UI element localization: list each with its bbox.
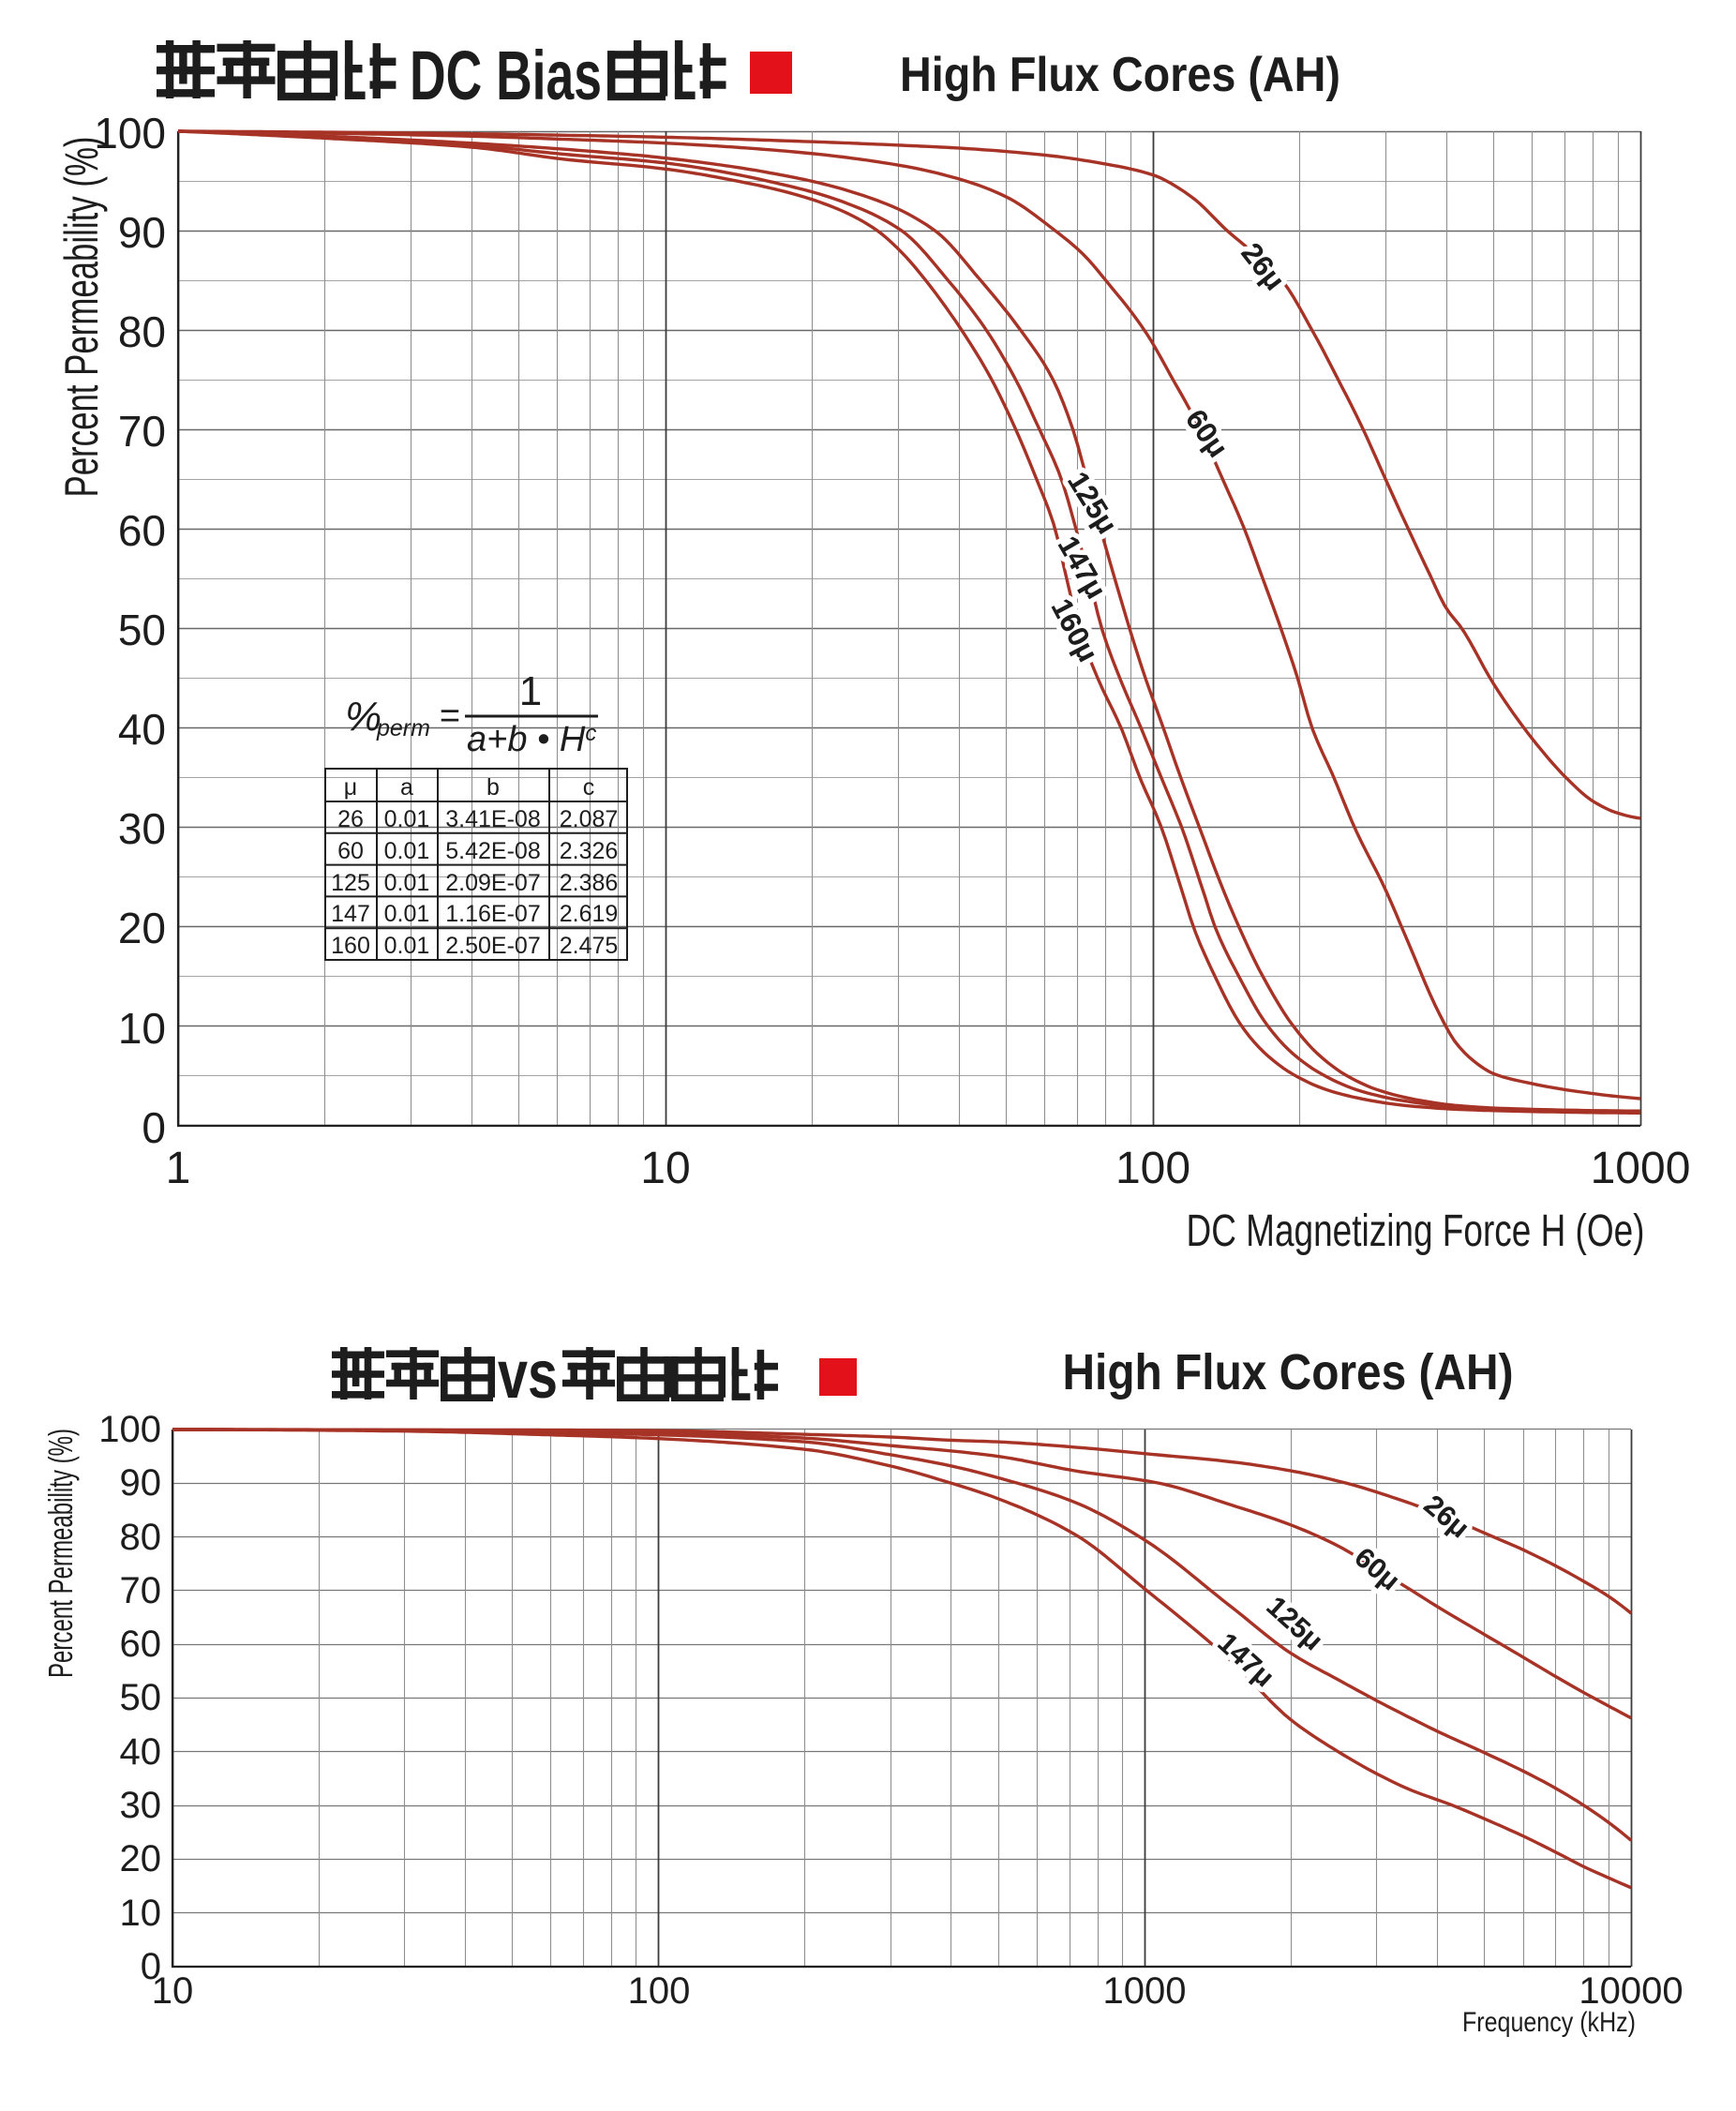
svg-text:40: 40 bbox=[120, 1731, 162, 1773]
svg-text:100: 100 bbox=[1115, 1144, 1190, 1193]
svg-text:b: b bbox=[486, 774, 500, 801]
svg-text:10: 10 bbox=[120, 1893, 162, 1934]
svg-text:a: a bbox=[400, 774, 413, 801]
svg-text:30: 30 bbox=[118, 804, 166, 853]
svg-text:vs: vs bbox=[498, 1338, 558, 1413]
svg-text:60: 60 bbox=[337, 838, 364, 864]
svg-text:20: 20 bbox=[120, 1838, 162, 1879]
svg-text:1: 1 bbox=[166, 1144, 191, 1193]
svg-text:10000: 10000 bbox=[1579, 1970, 1683, 2012]
svg-text:160: 160 bbox=[331, 933, 370, 959]
svg-text:2.475: 2.475 bbox=[560, 933, 619, 959]
svg-text:2.50E-07: 2.50E-07 bbox=[445, 933, 540, 959]
svg-text:2.619: 2.619 bbox=[560, 901, 619, 927]
svg-text:perm: perm bbox=[376, 715, 430, 741]
svg-text:Frequency (kHz): Frequency (kHz) bbox=[1462, 2007, 1636, 2038]
svg-text:DC Bias: DC Bias bbox=[410, 37, 602, 114]
svg-text:20: 20 bbox=[118, 904, 166, 952]
svg-text:1.16E-07: 1.16E-07 bbox=[445, 901, 540, 927]
svg-text:μ: μ bbox=[344, 774, 357, 801]
svg-text:60: 60 bbox=[118, 506, 166, 555]
svg-text:5.42E-08: 5.42E-08 bbox=[445, 838, 540, 864]
svg-text:125: 125 bbox=[331, 870, 370, 896]
svg-text:0.01: 0.01 bbox=[384, 838, 430, 864]
svg-text:10: 10 bbox=[152, 1970, 194, 2012]
svg-text:0.01: 0.01 bbox=[384, 806, 430, 832]
svg-text:90: 90 bbox=[118, 208, 166, 257]
svg-text:2.09E-07: 2.09E-07 bbox=[445, 870, 540, 896]
svg-text:High Flux Cores (AH): High Flux Cores (AH) bbox=[900, 48, 1340, 102]
svg-text:0.01: 0.01 bbox=[384, 933, 430, 959]
svg-text:0: 0 bbox=[142, 1103, 166, 1152]
svg-text:2.087: 2.087 bbox=[560, 806, 619, 832]
svg-text:c: c bbox=[583, 774, 595, 801]
svg-text:70: 70 bbox=[118, 407, 166, 456]
svg-text:2.386: 2.386 bbox=[560, 870, 619, 896]
svg-text:0.01: 0.01 bbox=[384, 901, 430, 927]
svg-text:1: 1 bbox=[519, 668, 542, 714]
svg-text:90: 90 bbox=[120, 1462, 162, 1504]
svg-text:40: 40 bbox=[118, 705, 166, 754]
svg-text:50: 50 bbox=[118, 606, 166, 654]
svg-text:DC Magnetizing Force H (Oe): DC Magnetizing Force H (Oe) bbox=[1187, 1206, 1645, 1256]
svg-text:100: 100 bbox=[98, 1409, 161, 1450]
svg-text:70: 70 bbox=[120, 1570, 162, 1611]
svg-text:a+b • Hc: a+b • Hc bbox=[467, 720, 596, 759]
svg-text:0.01: 0.01 bbox=[384, 870, 430, 896]
svg-text:30: 30 bbox=[120, 1785, 162, 1826]
svg-text:3.41E-08: 3.41E-08 bbox=[445, 806, 540, 832]
svg-text:2.326: 2.326 bbox=[560, 838, 619, 864]
svg-text:80: 80 bbox=[118, 307, 166, 356]
svg-text:60: 60 bbox=[120, 1624, 162, 1665]
svg-text:100: 100 bbox=[94, 109, 166, 157]
svg-text:1000: 1000 bbox=[1591, 1144, 1691, 1193]
svg-text:Percent Permeability (%): Percent Permeability (%) bbox=[41, 1429, 80, 1678]
svg-text:0: 0 bbox=[141, 1946, 161, 1987]
svg-text:50: 50 bbox=[120, 1677, 162, 1718]
svg-text:10: 10 bbox=[640, 1144, 690, 1193]
svg-text:147: 147 bbox=[331, 901, 370, 927]
svg-text:1000: 1000 bbox=[1103, 1970, 1187, 2012]
svg-text:26: 26 bbox=[337, 806, 364, 832]
svg-text:10: 10 bbox=[118, 1004, 166, 1053]
svg-text:Percent Permeability (%): Percent Permeability (%) bbox=[55, 137, 108, 498]
svg-text:100: 100 bbox=[628, 1970, 691, 2012]
svg-text:%: % bbox=[345, 694, 382, 740]
svg-text:=: = bbox=[440, 696, 460, 736]
svg-text:High Flux Cores (AH): High Flux Cores (AH) bbox=[1063, 1344, 1514, 1400]
svg-text:80: 80 bbox=[120, 1517, 162, 1558]
